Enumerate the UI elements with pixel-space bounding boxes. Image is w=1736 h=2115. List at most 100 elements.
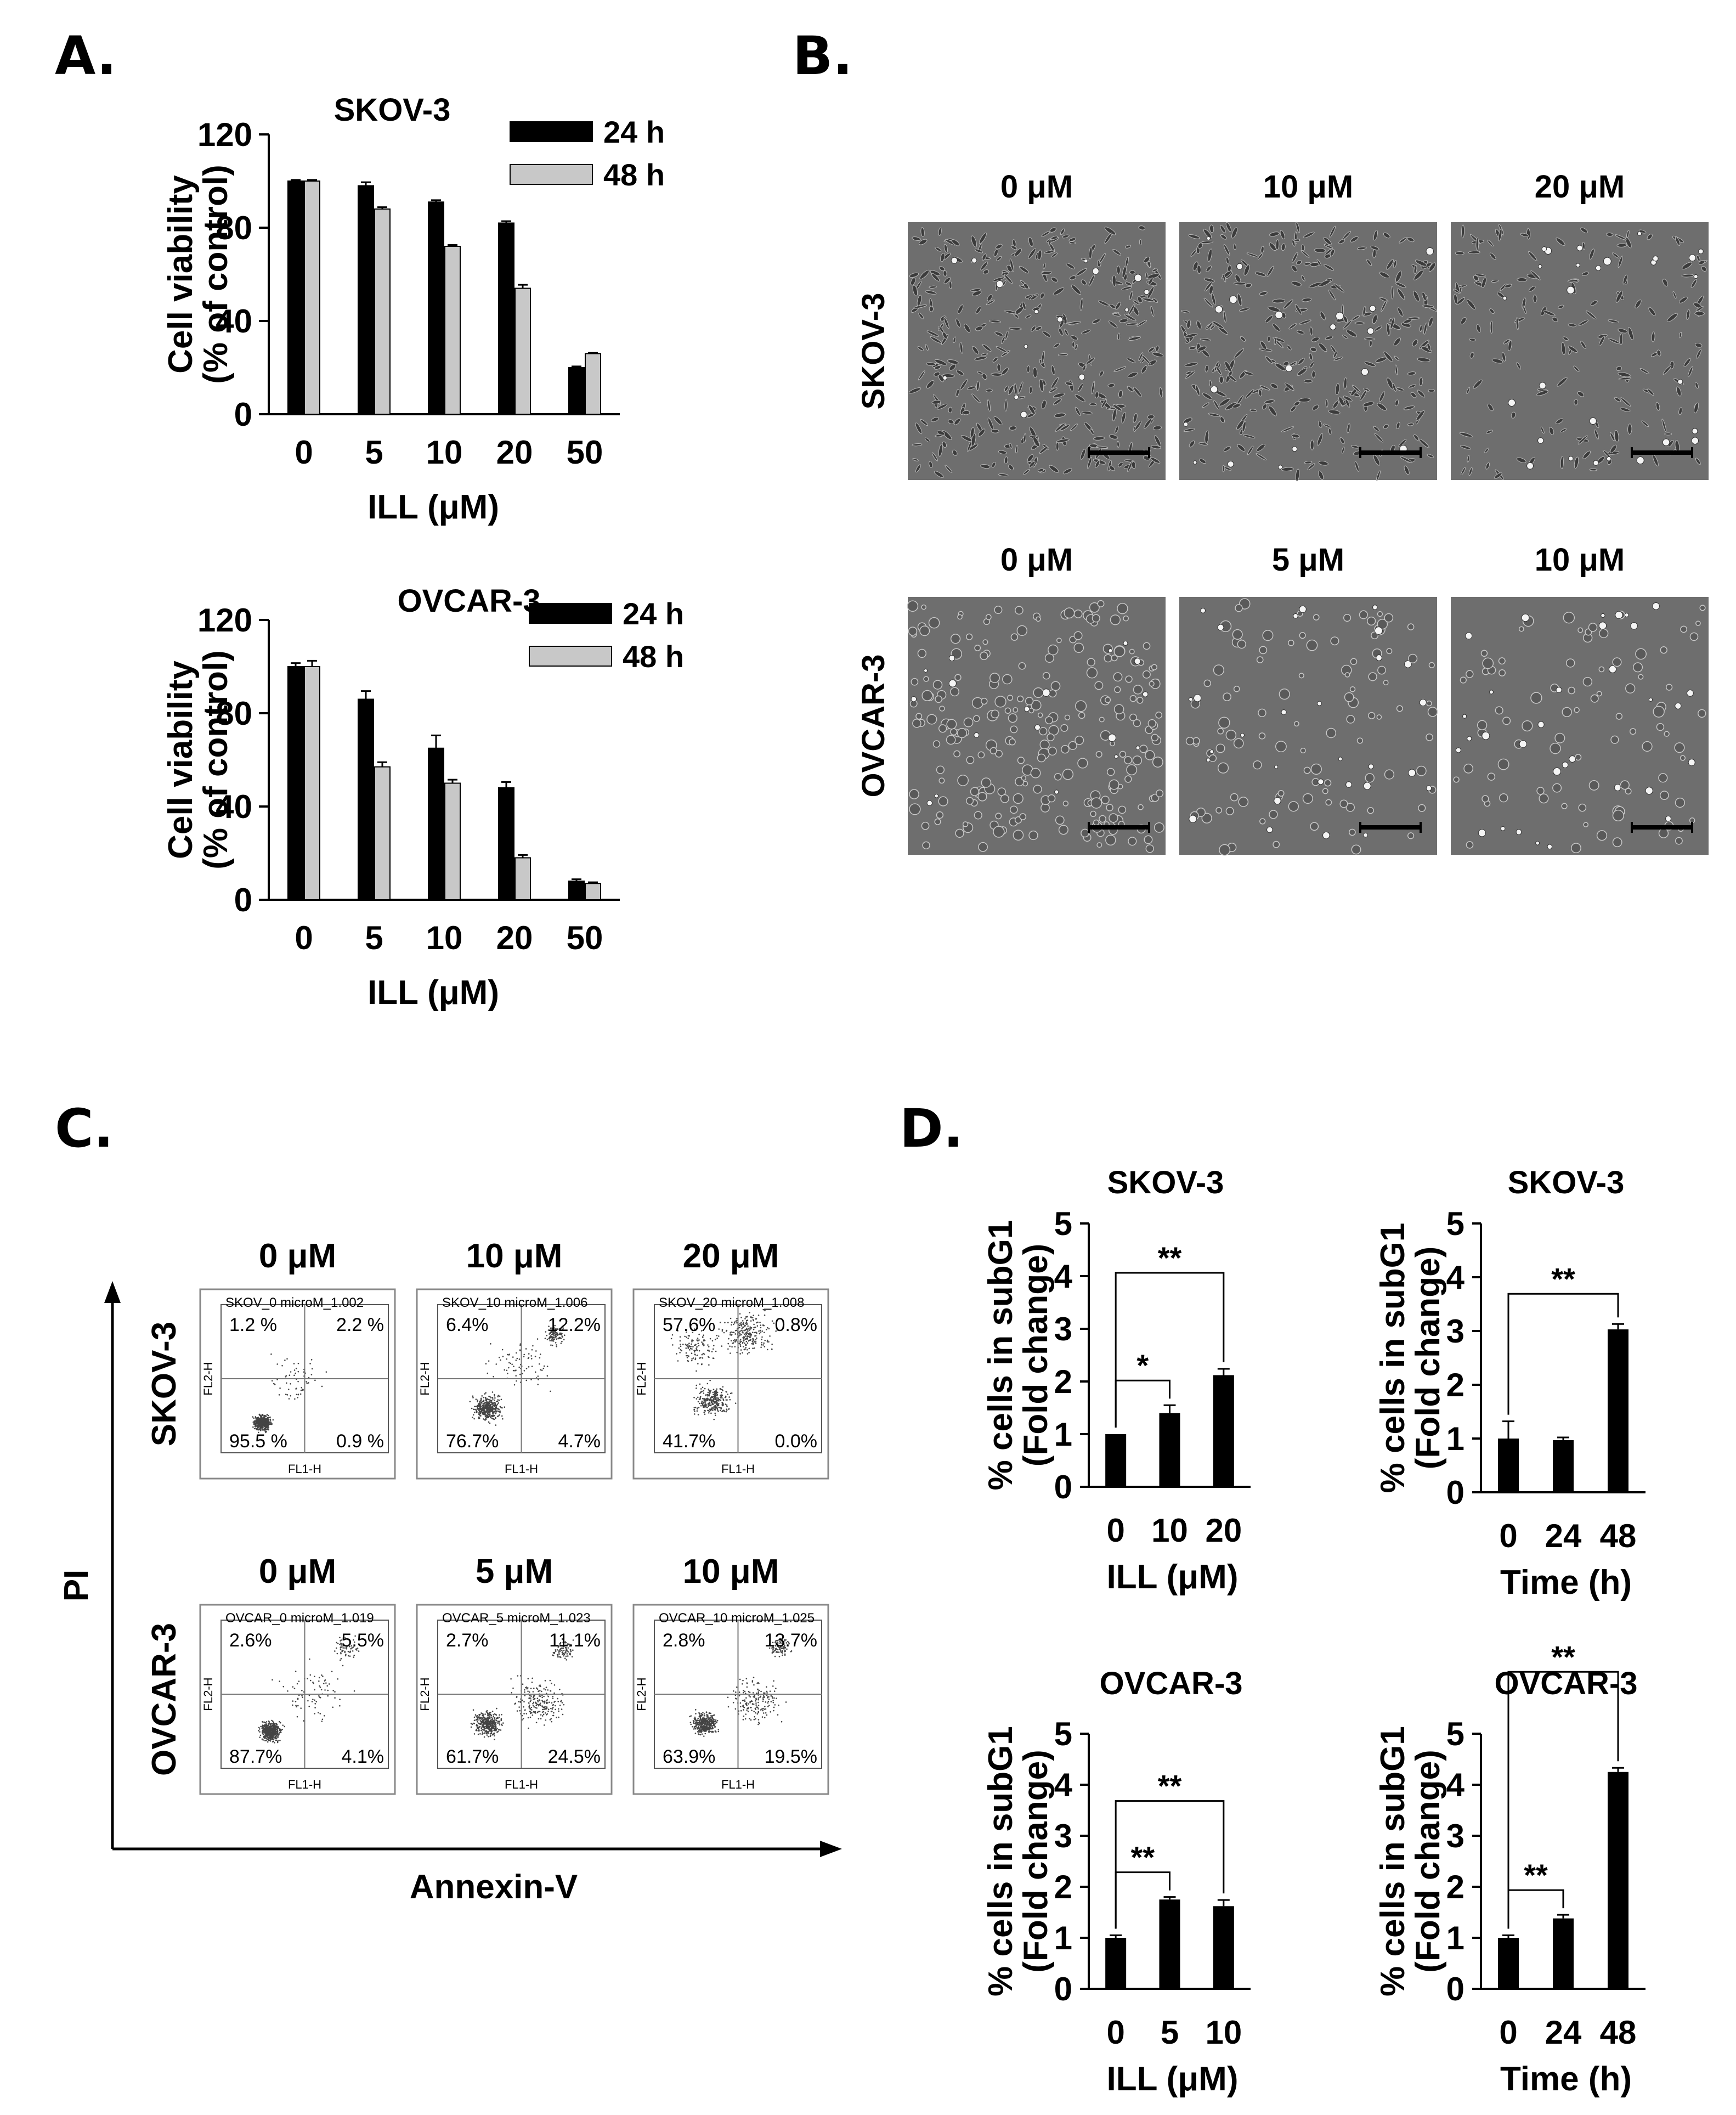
cell [1570, 843, 1581, 854]
event-dot [742, 1352, 743, 1354]
cell [1156, 789, 1164, 798]
event-dot [274, 1736, 276, 1738]
rounded-cell [1227, 460, 1234, 467]
event-dot [702, 1357, 704, 1359]
cell [937, 403, 948, 410]
event-dot [691, 1341, 693, 1343]
cell [1071, 284, 1082, 295]
cell [1275, 741, 1287, 753]
cell [1126, 323, 1139, 326]
event-dot [302, 1389, 304, 1390]
cell [1030, 295, 1038, 301]
cell [1484, 448, 1489, 453]
rounded-cell [1274, 765, 1279, 769]
flow-plot-frame [199, 1288, 396, 1480]
cell [1233, 244, 1237, 250]
cell [1152, 757, 1163, 768]
event-dot [487, 1372, 489, 1374]
event-dot [306, 1381, 307, 1383]
rounded-cell [1369, 305, 1376, 312]
event-dot [751, 1343, 753, 1345]
event-dot [710, 1401, 713, 1403]
event-dot [480, 1411, 482, 1413]
event-dot [714, 1412, 716, 1414]
cell [1009, 442, 1013, 449]
event-dot [318, 1677, 320, 1679]
rounded-cell [1624, 612, 1629, 617]
rounded-cell [1603, 257, 1611, 266]
event-dot [524, 1691, 525, 1693]
cell [1000, 794, 1009, 803]
event-dot [255, 1425, 256, 1428]
event-dot [732, 1342, 734, 1344]
cell [1017, 695, 1024, 703]
cell [1548, 427, 1554, 435]
rounded-cell [1034, 724, 1041, 731]
event-dot [715, 1350, 717, 1352]
cell [945, 465, 953, 473]
cell [1303, 232, 1315, 239]
y-axis-label-line: % cells in subG1 [982, 1726, 1020, 1996]
cell [1036, 616, 1041, 622]
cell [1614, 397, 1621, 402]
event-dot [752, 1332, 754, 1333]
event-dot [734, 1322, 736, 1324]
cell [1143, 642, 1151, 650]
cell [1342, 334, 1349, 339]
event-dot [490, 1734, 491, 1736]
event-dot [270, 1733, 273, 1735]
cell [1041, 351, 1045, 364]
event-dot [755, 1343, 757, 1344]
bar-24h [568, 881, 585, 900]
cell [1481, 795, 1489, 803]
event-dot [731, 1346, 733, 1348]
cell [1113, 366, 1127, 373]
event-dot [264, 1724, 267, 1726]
event-dot [297, 1697, 299, 1700]
event-dot [541, 1696, 543, 1699]
rounded-cell [951, 257, 958, 264]
cell [1681, 274, 1694, 278]
cell [1151, 268, 1158, 272]
cell [1185, 737, 1195, 746]
rounded-cell [1539, 382, 1546, 390]
event-dot [265, 1425, 268, 1426]
event-dot [530, 1688, 532, 1689]
cell [998, 450, 1007, 455]
event-dot [748, 1335, 750, 1338]
cell [1642, 741, 1653, 752]
rounded-cell [1665, 815, 1671, 822]
rounded-cell [1189, 815, 1197, 823]
event-dot [534, 1707, 536, 1708]
y-tick-label: 5 [1446, 1205, 1464, 1242]
event-dot [489, 1399, 491, 1401]
cell [1029, 386, 1033, 394]
event-dot [486, 1410, 488, 1412]
rounded-cell [1200, 608, 1206, 613]
rounded-cell [1023, 706, 1030, 712]
event-dot [753, 1347, 755, 1349]
event-dot [318, 1695, 320, 1697]
cell [1150, 306, 1155, 317]
event-dot [563, 1704, 565, 1706]
event-dot [484, 1713, 486, 1715]
cell [1456, 297, 1466, 305]
event-dot [720, 1409, 721, 1412]
event-dot [756, 1325, 759, 1327]
cell [1230, 793, 1239, 802]
event-dot [551, 1344, 553, 1346]
event-dot [764, 1346, 766, 1347]
event-dot [754, 1341, 756, 1343]
event-dot [498, 1356, 500, 1358]
event-dot [274, 1729, 276, 1730]
cell [1073, 609, 1083, 618]
cell [1529, 286, 1536, 292]
cell [1357, 246, 1367, 250]
event-dot [717, 1335, 720, 1337]
cell [1087, 658, 1095, 667]
y-axis-label: % cells in subG1(Fold change) [1374, 1726, 1447, 1996]
cell [1207, 249, 1213, 262]
event-dot [347, 1655, 349, 1657]
event-dot [745, 1328, 748, 1330]
